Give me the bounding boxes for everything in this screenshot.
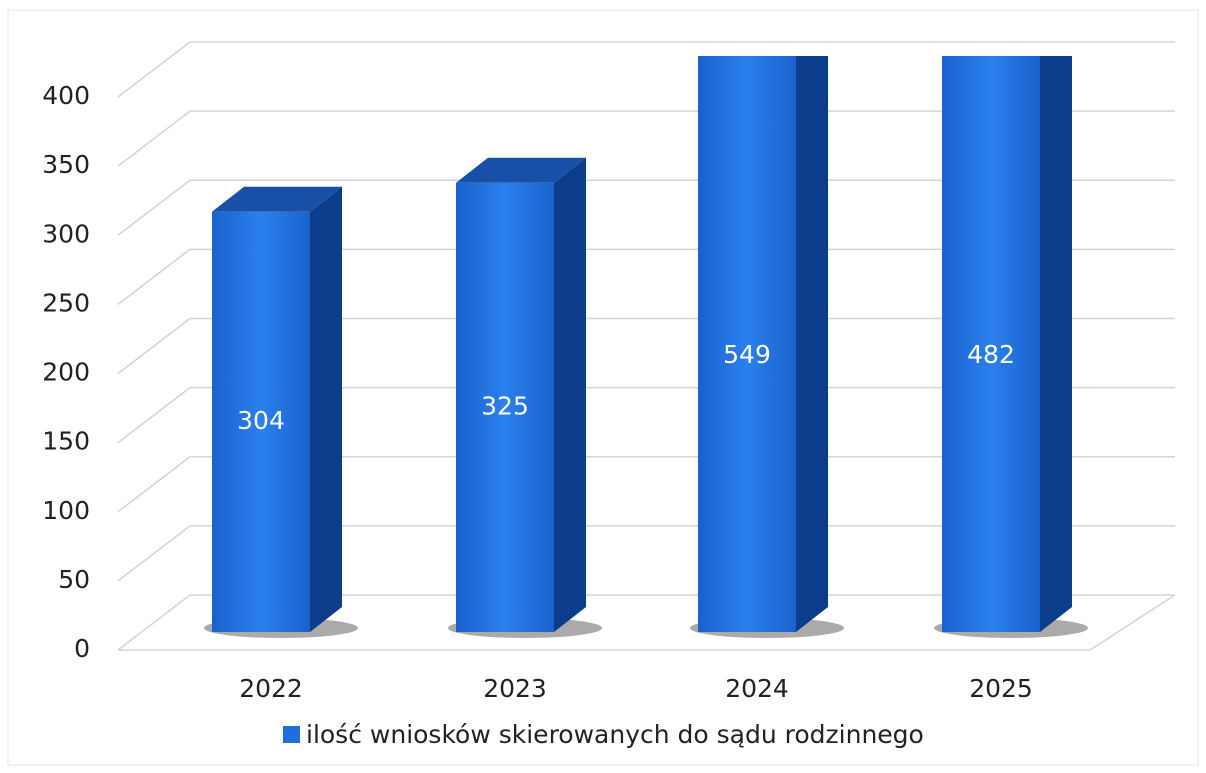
bars: [204, 56, 1088, 638]
data-label: 304: [237, 406, 285, 435]
grid-line: [117, 179, 191, 236]
x-tick-label: 2022: [239, 674, 303, 703]
x-tick-label: 2025: [969, 674, 1033, 703]
bar: [212, 211, 310, 632]
y-tick-label: 350: [42, 150, 90, 179]
grid-line: [117, 41, 191, 98]
bar: [942, 56, 1040, 632]
bar-top: [456, 157, 586, 183]
y-tick-label: 50: [58, 565, 90, 594]
data-label: 325: [481, 391, 529, 420]
bar-top: [212, 186, 342, 212]
bar-side: [796, 56, 828, 632]
legend-swatch: [283, 726, 300, 743]
x-tick-label: 2023: [483, 674, 547, 703]
grid-line: [117, 110, 191, 167]
y-tick-label: 250: [42, 288, 90, 317]
y-tick-label: 100: [42, 496, 90, 525]
bar: [456, 182, 554, 632]
x-tick-label: 2024: [725, 674, 789, 703]
y-tick-label: 150: [42, 427, 90, 456]
data-label: 549: [723, 340, 771, 369]
bar-side: [554, 157, 586, 632]
y-tick-label: 200: [42, 358, 90, 387]
y-tick-label: 400: [42, 81, 90, 110]
grid-line: [117, 525, 191, 582]
bar-side: [310, 186, 342, 632]
grid-line: [117, 594, 191, 651]
legend-label: ilość wniosków skierowanych do sądu rodz…: [306, 720, 924, 749]
y-tick-label: 300: [42, 219, 90, 248]
bar-side: [1040, 56, 1072, 632]
floor-edge: [1089, 594, 1176, 651]
chart-frame: [7, 9, 1199, 766]
y-tick-label: 0: [74, 634, 90, 663]
grid-line: [117, 456, 191, 513]
grid-line: [117, 387, 191, 444]
grid-line: [117, 317, 191, 375]
data-label: 482: [967, 340, 1015, 369]
grid-line: [117, 248, 191, 305]
bar: [698, 56, 796, 632]
labels: 0 50 100 150 200 250 300 350 400 2022 304 2023 325 20…: [42, 81, 1033, 749]
